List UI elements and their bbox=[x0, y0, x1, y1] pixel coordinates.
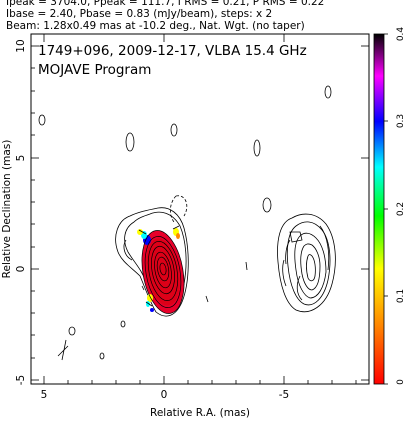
y-tick-label: 5 bbox=[15, 155, 27, 162]
header-line-3: Beam: 1.28x0.49 mas at -10.2 deg., Nat. … bbox=[6, 20, 305, 32]
header-line-1: Ipeak = 3704.0, Ppeak = 111.7, I RMS = 0… bbox=[6, 0, 325, 8]
colorbar bbox=[373, 33, 385, 385]
map-title: 1749+096, 2009-12-17, VLBA 15.4 GHz bbox=[38, 43, 307, 59]
colorbar-tick-label: 0.2 bbox=[396, 202, 406, 216]
plot-frame bbox=[30, 33, 370, 385]
y-axis-ticks bbox=[31, 45, 369, 381]
x-axis-label: Relative R.A. (mas) bbox=[150, 407, 250, 419]
y-axis-label: Relative Declination (mas) bbox=[1, 140, 13, 279]
x-tick-label: 0 bbox=[161, 389, 168, 401]
x-axis-ticks bbox=[43, 34, 357, 384]
core-contours bbox=[141, 230, 185, 314]
map-subtitle: MOJAVE Program bbox=[38, 62, 151, 78]
colorbar-tick-label: 0.1 bbox=[396, 289, 406, 303]
colorbar-tick-label: 0.3 bbox=[396, 114, 406, 128]
colorbar-tick-label: 0 bbox=[396, 379, 406, 385]
y-tick-label: -5 bbox=[15, 375, 27, 385]
y-tick-label: 0 bbox=[15, 266, 27, 273]
colorbar-ticks bbox=[384, 33, 388, 385]
total-intensity-contours bbox=[38, 85, 336, 361]
x-tick-label: 5 bbox=[41, 389, 48, 401]
polarization-vectors bbox=[138, 225, 180, 307]
x-tick-label: -5 bbox=[279, 389, 289, 401]
y-tick-label: 10 bbox=[15, 39, 27, 52]
colorbar-tick-label: 0.4 bbox=[396, 27, 406, 42]
polarization-color-core bbox=[137, 228, 185, 314]
header-line-2: Ibase = 2.40, Pbase = 0.83 (mJy/beam), s… bbox=[6, 8, 273, 20]
